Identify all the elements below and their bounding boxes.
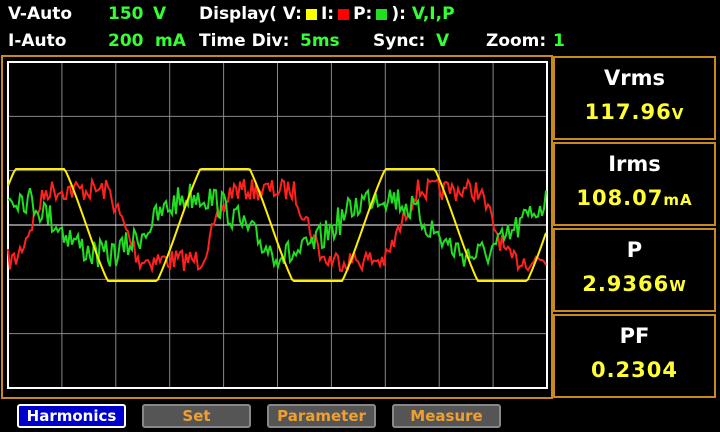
reading-number: 2.9366 — [582, 272, 670, 296]
zoom-value: 1 — [553, 31, 565, 51]
reading-number: 108.07 — [576, 186, 664, 210]
display-value: V,I,P — [411, 4, 455, 24]
v-range-label: V-Auto — [8, 4, 73, 24]
reading-name: PF — [619, 324, 650, 348]
reading-panel: P 2.9366W — [553, 228, 716, 312]
reading-unit: V — [671, 105, 685, 123]
softkey[interactable]: Harmonics — [17, 404, 126, 428]
display-i: I: — [320, 4, 335, 24]
time-div-value: 5ms — [300, 31, 340, 51]
softkey[interactable]: Parameter — [267, 404, 376, 428]
reading-value: 0.2304 — [555, 358, 714, 382]
sync-value: V — [436, 31, 450, 51]
reading-value: 108.07mA — [555, 186, 714, 210]
display-p: P: — [353, 4, 373, 24]
display-label: Display( V: I: P:): V,I,P — [199, 4, 455, 24]
time-div-label: Time Div: — [199, 31, 290, 51]
waveform — [7, 176, 547, 274]
i-range-unit: mA — [155, 31, 186, 51]
reading-value: 2.9366W — [555, 272, 714, 296]
reading-unit: mA — [663, 191, 693, 209]
reading-value: 117.96V — [555, 100, 714, 124]
reading-name: Irms — [608, 152, 661, 176]
softkey[interactable]: Measure — [392, 404, 501, 428]
zoom-label: Zoom: — [486, 31, 547, 51]
reading-number: 117.96 — [584, 100, 672, 124]
waveform — [7, 168, 547, 282]
display-close: ): — [391, 4, 406, 24]
reading-name: P — [626, 238, 643, 262]
reading-name: Vrms — [604, 66, 665, 90]
waveform — [7, 183, 547, 271]
v-range-value: 150 — [108, 4, 144, 24]
softkey[interactable]: Set — [142, 404, 251, 428]
sync-label: Sync: — [373, 31, 426, 51]
reading-unit: W — [669, 277, 687, 295]
reading-panel: Irms 108.07mA — [553, 142, 716, 226]
reading-panel: PF 0.2304 — [553, 314, 716, 398]
scope — [1, 55, 553, 399]
reading-panel: Vrms 117.96V — [553, 56, 716, 140]
v-range-unit: V — [153, 4, 167, 24]
i-range-label: I-Auto — [8, 31, 67, 51]
display-v: Display( V: — [199, 4, 302, 24]
i-range-value: 200 — [108, 31, 144, 51]
reading-number: 0.2304 — [590, 358, 679, 382]
